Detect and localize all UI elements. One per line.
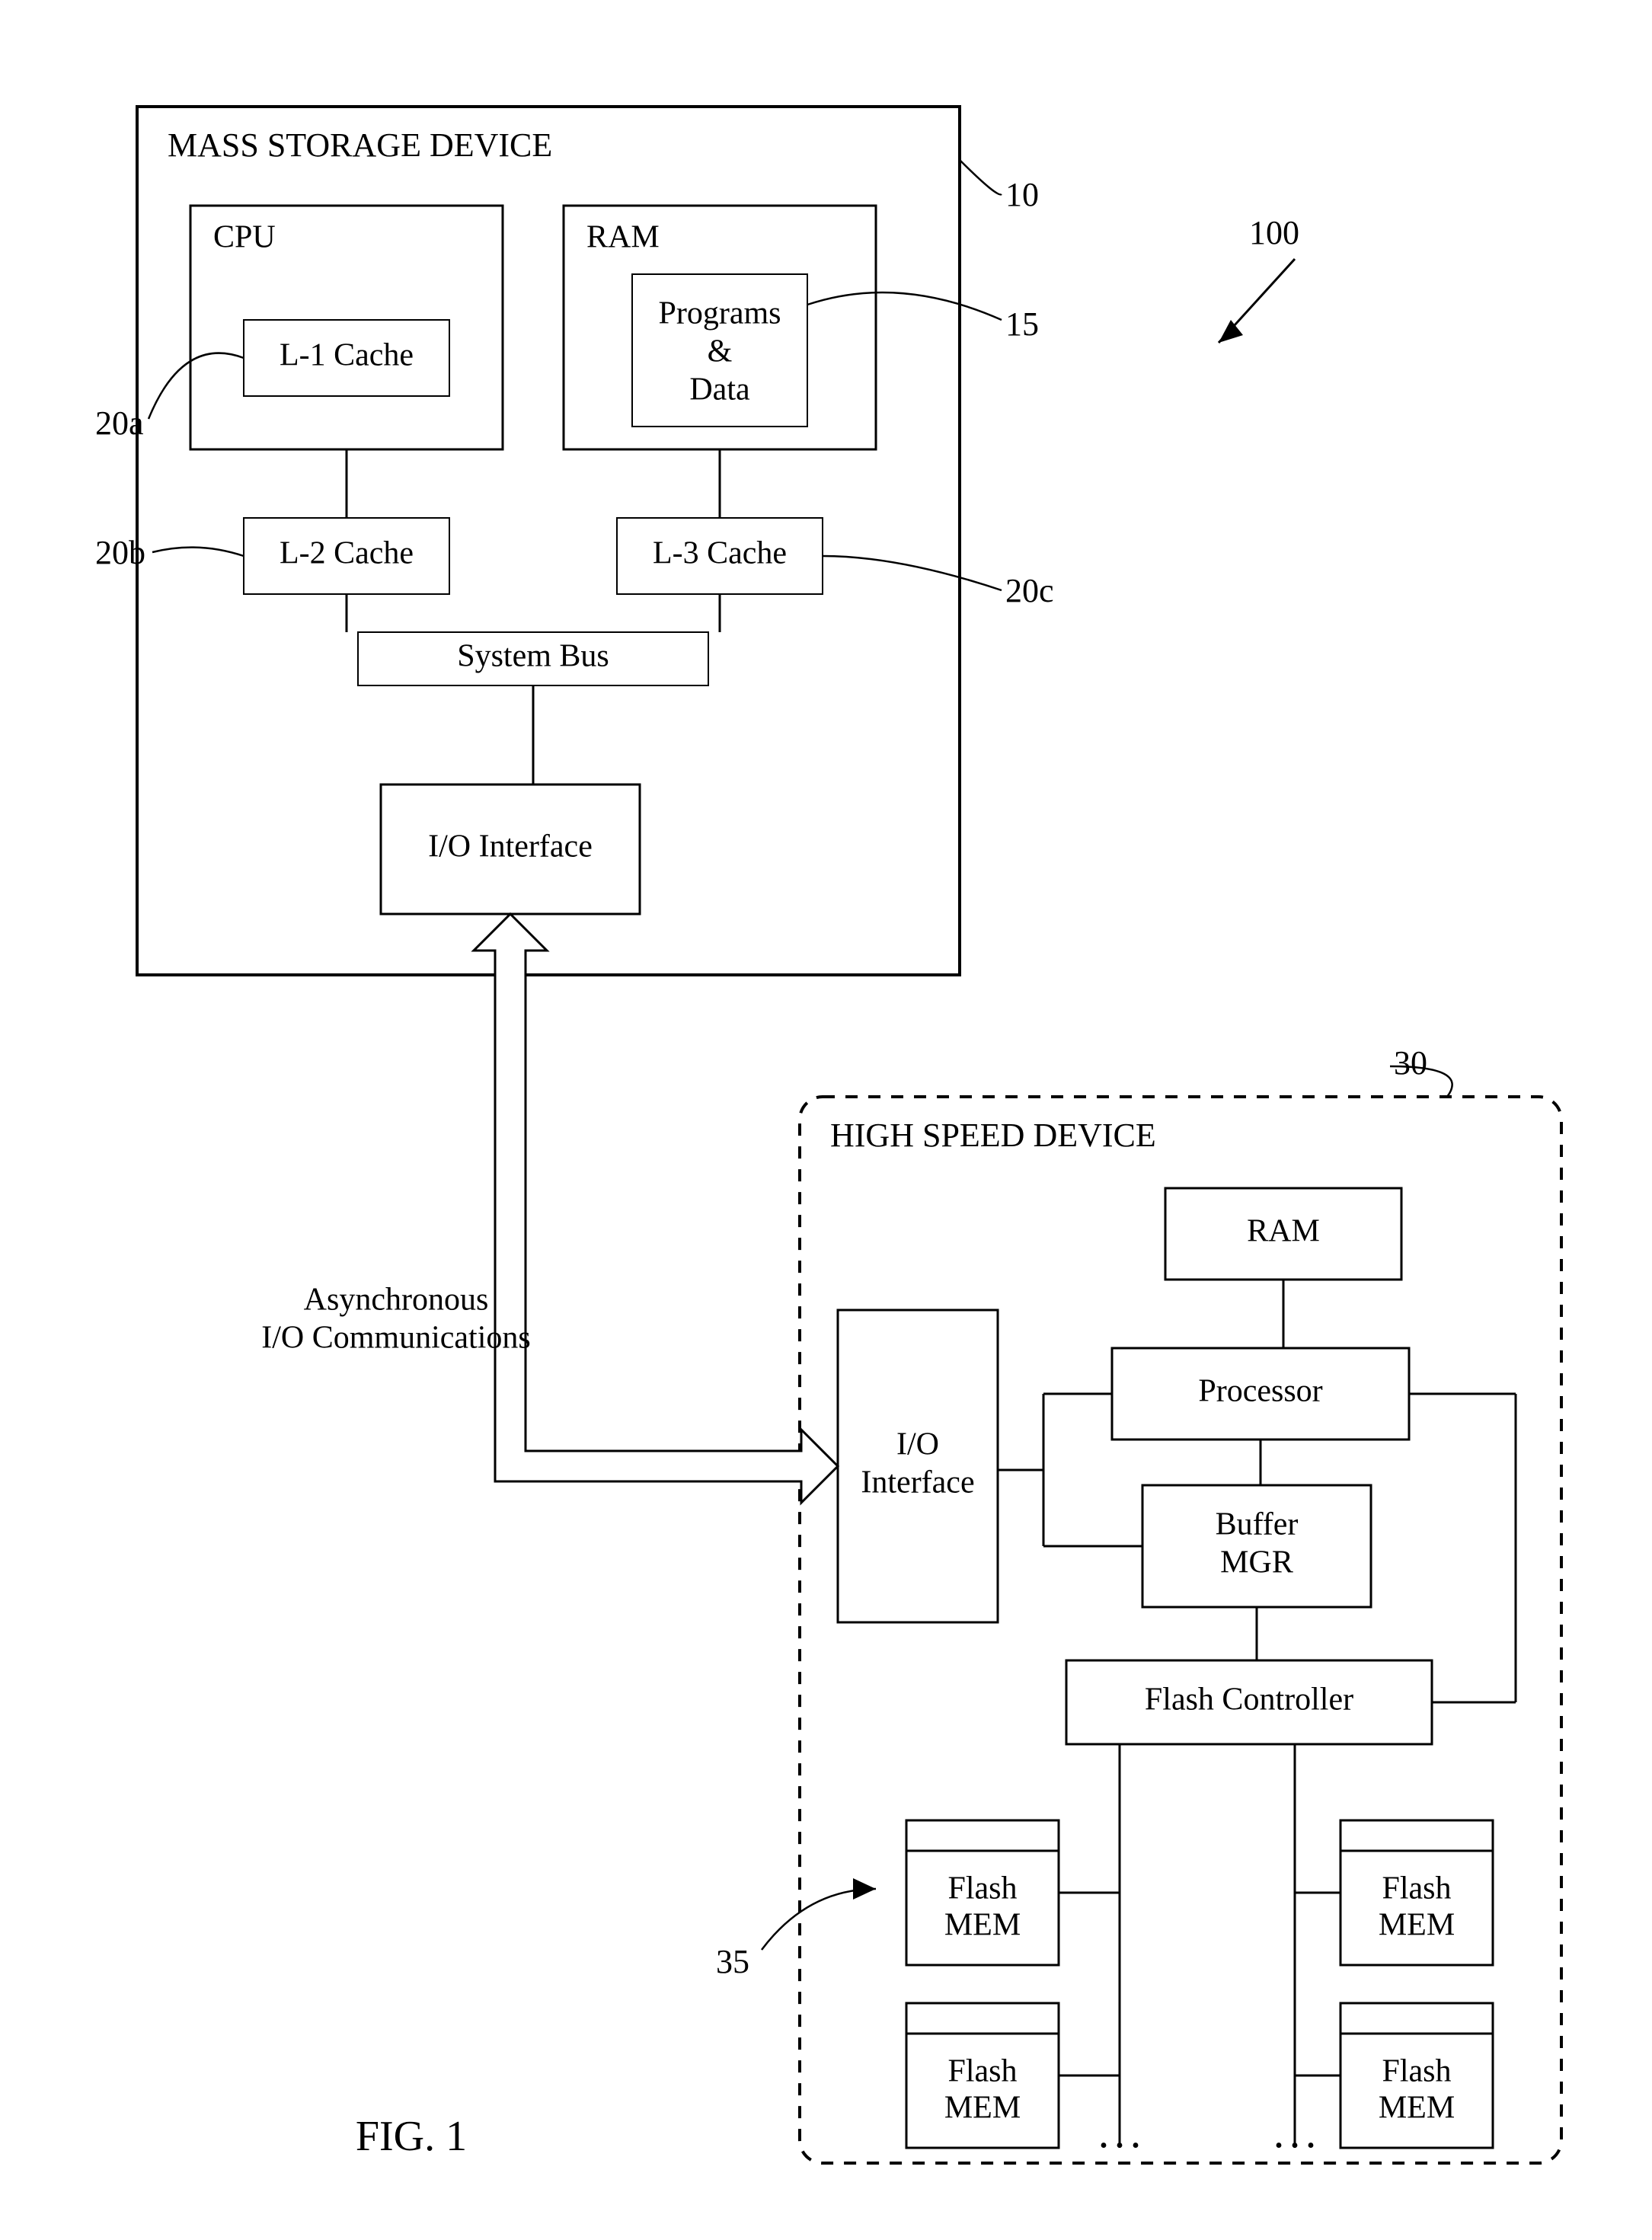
- l3-cache-label: L-3 Cache: [653, 536, 787, 571]
- svg-text:MEM: MEM: [944, 2091, 1021, 2126]
- ellipsis-right: . . .: [1275, 2120, 1315, 2155]
- hsd-flash-controller-label: Flash Controller: [1145, 1682, 1353, 1718]
- async-label-l2: I/O Communications: [261, 1321, 530, 1356]
- programs-data-l2: &: [708, 334, 733, 369]
- svg-text:Flash: Flash: [947, 1871, 1017, 1906]
- svg-text:MEM: MEM: [1379, 2091, 1455, 2126]
- hsd-processor-label: Processor: [1198, 1374, 1322, 1409]
- hsd-buffer-l2: MGR: [1220, 1545, 1293, 1580]
- high-speed-title: HIGH SPEED DEVICE: [830, 1117, 1156, 1154]
- ref-10: 10: [1005, 176, 1039, 213]
- figure-label: FIG. 1: [356, 2113, 467, 2160]
- hsd-buffer-l1: Buffer: [1216, 1507, 1299, 1542]
- programs-data-l1: Programs: [659, 296, 781, 331]
- svg-text:Flash: Flash: [1382, 2054, 1451, 2089]
- ref-35: 35: [716, 1943, 749, 1980]
- cpu-title: CPU: [213, 220, 276, 255]
- ref-30: 30: [1394, 1044, 1427, 1082]
- ref-20b: 20b: [95, 534, 145, 571]
- ref-20c: 20c: [1005, 572, 1054, 609]
- hsd-io-l1: I/O: [896, 1427, 939, 1462]
- hsd-io-l2: Interface: [861, 1465, 974, 1500]
- ref-15: 15: [1005, 305, 1039, 343]
- ellipsis-left: . . .: [1100, 2120, 1140, 2155]
- ref-100: 100: [1249, 214, 1299, 251]
- io-interface-label: I/O Interface: [428, 829, 593, 864]
- programs-data-l3: Data: [689, 372, 750, 407]
- svg-text:MEM: MEM: [944, 1908, 1021, 1943]
- async-io-arrow: [474, 914, 838, 1503]
- mass-storage-title: MASS STORAGE DEVICE: [168, 126, 552, 164]
- ref-20a: 20a: [95, 404, 144, 442]
- async-label-l1: Asynchronous: [304, 1283, 489, 1318]
- ram-title: RAM: [586, 220, 660, 255]
- l2-cache-label: L-2 Cache: [280, 536, 414, 571]
- system-bus-label: System Bus: [457, 639, 609, 674]
- svg-text:Flash: Flash: [1382, 1871, 1451, 1906]
- hsd-ram-label: RAM: [1247, 1214, 1320, 1249]
- l1-cache-label: L-1 Cache: [280, 338, 414, 373]
- svg-text:Flash: Flash: [947, 2054, 1017, 2089]
- svg-text:MEM: MEM: [1379, 1908, 1455, 1943]
